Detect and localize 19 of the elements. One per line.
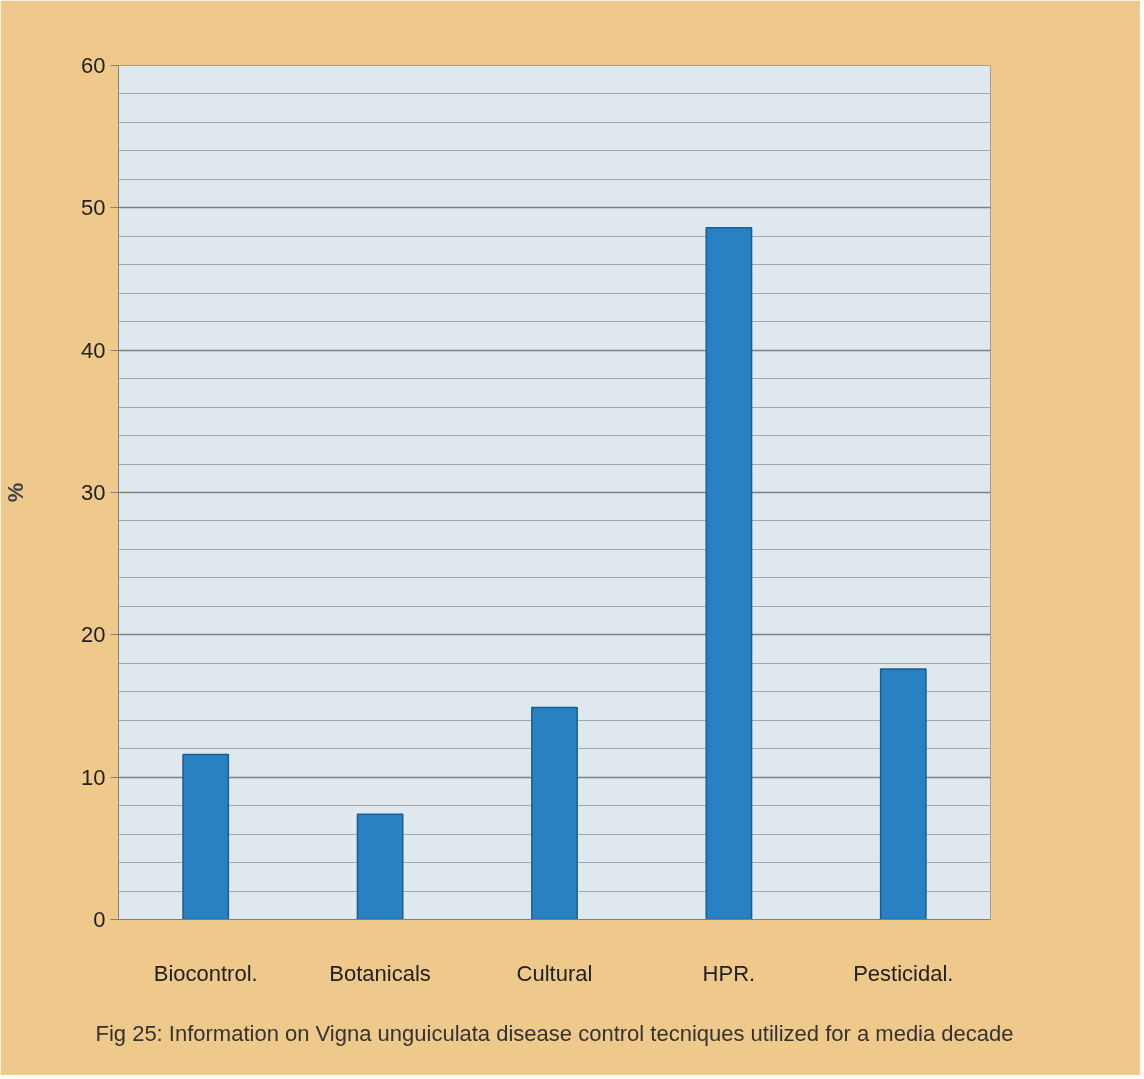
x-tick-label: Biocontrol. — [153, 960, 258, 986]
x-tick-label: Botanicals — [329, 960, 431, 986]
text: Fig 25: Information on Vigna unguiculata disease control tecniques utilized for a media decade — [95, 1020, 1014, 1046]
x-tick-label: Pesticidal. — [853, 960, 954, 986]
y-tick-label: 30 — [81, 480, 106, 505]
bar — [531, 706, 578, 920]
y-tick-label: 60 — [81, 53, 106, 78]
y-tick-label: 0 — [93, 907, 106, 932]
x-tick-label: HPR. — [702, 960, 756, 986]
bar — [879, 668, 927, 920]
bar — [182, 753, 230, 920]
y-tick-label: 20 — [81, 622, 106, 648]
x-tick-label: Cultural — [516, 960, 593, 986]
bar — [705, 227, 753, 920]
y-axis-title: % — [3, 482, 29, 503]
y-tick-label: 10 — [81, 764, 106, 790]
bar — [356, 813, 404, 920]
y-tick-label: 50 — [81, 195, 106, 221]
y-tick-label: 40 — [81, 337, 106, 363]
